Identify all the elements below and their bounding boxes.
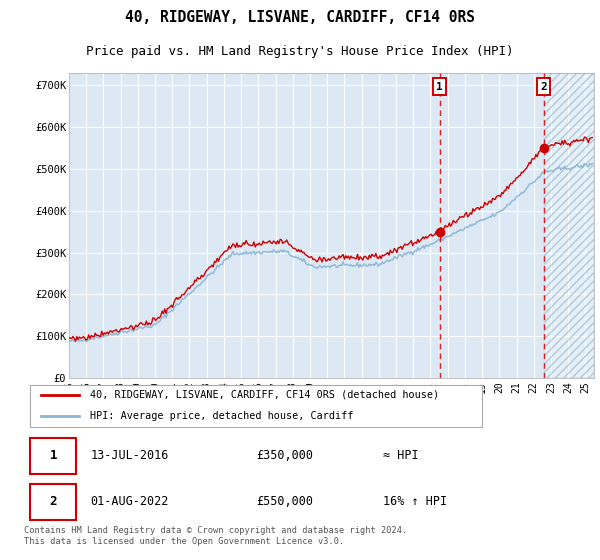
Text: ≈ HPI: ≈ HPI <box>383 449 418 463</box>
FancyBboxPatch shape <box>29 438 76 474</box>
Text: 40, RIDGEWAY, LISVANE, CARDIFF, CF14 0RS (detached house): 40, RIDGEWAY, LISVANE, CARDIFF, CF14 0RS… <box>90 390 439 400</box>
Text: 13-JUL-2016: 13-JUL-2016 <box>90 449 169 463</box>
Text: 1: 1 <box>50 449 57 463</box>
Text: Price paid vs. HM Land Registry's House Price Index (HPI): Price paid vs. HM Land Registry's House … <box>86 45 514 58</box>
FancyBboxPatch shape <box>29 385 482 427</box>
Text: 40, RIDGEWAY, LISVANE, CARDIFF, CF14 0RS: 40, RIDGEWAY, LISVANE, CARDIFF, CF14 0RS <box>125 11 475 26</box>
Text: Contains HM Land Registry data © Crown copyright and database right 2024.
This d: Contains HM Land Registry data © Crown c… <box>24 526 407 546</box>
Bar <box>544 73 594 378</box>
Text: 1: 1 <box>436 82 443 91</box>
Text: HPI: Average price, detached house, Cardiff: HPI: Average price, detached house, Card… <box>90 411 353 421</box>
Text: 16% ↑ HPI: 16% ↑ HPI <box>383 495 447 508</box>
Bar <box>544 73 594 378</box>
Bar <box>544 73 594 378</box>
Text: £350,000: £350,000 <box>256 449 313 463</box>
Text: 2: 2 <box>541 82 547 91</box>
Text: 01-AUG-2022: 01-AUG-2022 <box>90 495 169 508</box>
Text: £550,000: £550,000 <box>256 495 313 508</box>
FancyBboxPatch shape <box>29 484 76 520</box>
Text: 2: 2 <box>50 495 57 508</box>
